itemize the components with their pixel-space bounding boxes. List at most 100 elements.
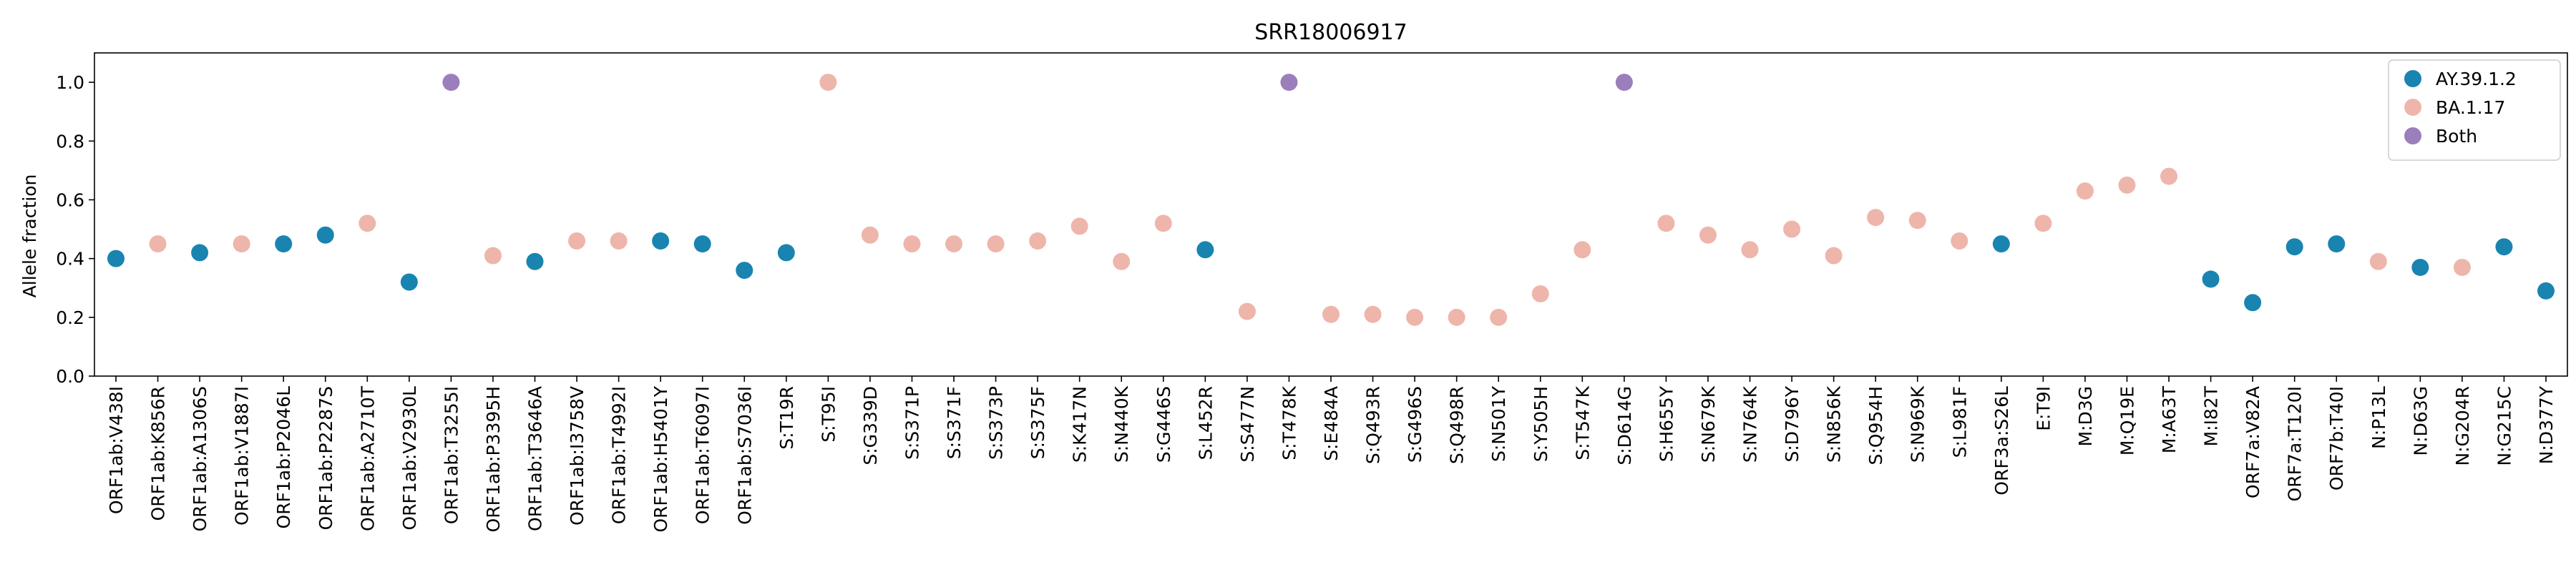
data-point	[693, 235, 711, 253]
x-tick-label: N:G215C	[2494, 386, 2514, 466]
data-point	[861, 226, 879, 244]
data-point	[945, 235, 963, 253]
data-point	[1908, 212, 1926, 230]
data-point	[1280, 74, 1298, 92]
y-tick-label: 0.2	[56, 307, 84, 328]
x-tick-label: ORF1ab:V438I	[106, 386, 127, 514]
data-point	[484, 247, 502, 265]
data-point	[191, 244, 209, 262]
x-tick-label: M:I82T	[2201, 385, 2222, 446]
legend-marker	[2404, 70, 2421, 87]
data-point	[1699, 226, 1717, 244]
x-tick-label: ORF1ab:P2287S	[316, 386, 336, 531]
y-tick-label: 0.6	[56, 189, 84, 210]
x-tick-label: S:S373P	[986, 386, 1007, 460]
data-point	[1448, 308, 1465, 326]
x-tick-label: N:P13L	[2368, 386, 2389, 449]
x-tick-label: ORF1ab:V2930L	[399, 386, 420, 531]
x-tick-label: S:S371F	[944, 386, 965, 459]
x-tick-label: ORF1ab:T4992I	[609, 386, 630, 524]
legend-label: Both	[2436, 126, 2477, 147]
x-axis: ORF1ab:V438I ORF1ab:K856R ORF1ab:A1306S ORF…	[106, 376, 2557, 533]
data-point	[1657, 214, 1675, 232]
x-tick-label: S:T95I	[818, 386, 839, 443]
x-tick-label: S:N679K	[1698, 385, 1719, 463]
x-tick-label: ORF1ab:P2046L	[273, 386, 294, 529]
data-point	[1825, 247, 1843, 265]
x-tick-label: M:Q19E	[2117, 386, 2137, 455]
x-tick-label: S:D614G	[1614, 386, 1635, 465]
legend: AY.39.1.2 BA.1.17 Both	[2388, 59, 2561, 161]
data-points	[107, 74, 2555, 326]
y-axis-label: Allele fraction	[19, 174, 40, 298]
data-point	[358, 214, 376, 232]
data-point	[2160, 167, 2178, 185]
x-tick-label: ORF7a:T120I	[2285, 386, 2306, 501]
x-tick-label: ORF1ab:A2710T	[357, 385, 378, 531]
x-tick-label: S:H655Y	[1656, 385, 1677, 462]
data-point	[1154, 214, 1172, 232]
x-tick-label: S:G339D	[860, 386, 881, 465]
x-tick-label: S:L452R	[1195, 386, 1216, 460]
data-point	[1951, 232, 1968, 250]
x-tick-label: ORF1ab:T3646A	[525, 386, 546, 531]
x-tick-label: ORF1ab:T3255I	[441, 386, 462, 524]
data-point	[2328, 235, 2346, 253]
x-tick-label: ORF7b:T40I	[2326, 386, 2347, 490]
y-axis: 0.0 0.2 0.4 0.6 0.8 1.0	[56, 72, 94, 387]
data-point	[275, 235, 293, 253]
data-point	[1741, 241, 1759, 259]
x-tick-label: S:N440K	[1111, 385, 1132, 463]
x-tick-label: S:T547K	[1572, 385, 1593, 460]
data-point	[233, 235, 250, 253]
x-tick-label: S:S371P	[902, 386, 922, 460]
data-point	[1992, 235, 2010, 253]
data-point	[1490, 308, 1508, 326]
x-tick-label: N:D63G	[2410, 386, 2431, 456]
x-tick-label: S:T478K	[1279, 385, 1299, 460]
x-tick-label: N:G204R	[2452, 386, 2473, 466]
x-tick-label: ORF1ab:P3395H	[483, 386, 504, 532]
x-tick-label: ORF1ab:K856R	[148, 386, 169, 521]
x-tick-label: S:S375F	[1028, 386, 1048, 459]
data-point	[1531, 285, 1549, 302]
y-tick-label: 1.0	[56, 72, 84, 93]
data-point	[2453, 258, 2471, 276]
data-point	[777, 244, 795, 262]
data-point	[2034, 214, 2052, 232]
x-tick-label: S:E484A	[1321, 386, 1342, 461]
data-point	[2076, 182, 2094, 200]
y-tick-label: 0.8	[56, 131, 84, 152]
data-point	[987, 235, 1005, 253]
data-point	[1322, 305, 1340, 323]
data-point	[2537, 282, 2555, 300]
chart-title: SRR18006917	[1254, 20, 1407, 45]
x-tick-label: S:G496S	[1405, 386, 1425, 463]
data-point	[2202, 270, 2220, 288]
data-point	[610, 232, 628, 250]
x-tick-label: ORF1ab:A1306S	[190, 386, 210, 532]
y-tick-label: 0.4	[56, 249, 84, 270]
data-point	[1029, 232, 1047, 250]
data-point	[149, 235, 167, 253]
x-tick-label: ORF1ab:S7036I	[734, 386, 755, 525]
data-point	[2285, 238, 2303, 256]
x-tick-label: S:N764K	[1740, 385, 1761, 463]
x-tick-label: S:S477N	[1237, 386, 1258, 463]
data-point	[652, 232, 670, 250]
data-point	[903, 235, 921, 253]
x-tick-label: S:D796Y	[1782, 385, 1802, 462]
x-tick-label: S:Y505H	[1531, 386, 1551, 462]
x-tick-label: S:Q498R	[1447, 386, 1468, 464]
legend-box	[2388, 59, 2561, 161]
data-point	[2495, 238, 2513, 256]
data-point	[1113, 252, 1131, 270]
legend-label: BA.1.17	[2436, 97, 2505, 118]
x-tick-label: S:N501Y	[1488, 385, 1509, 462]
data-point	[819, 74, 837, 92]
data-point	[107, 250, 125, 267]
data-point	[2118, 176, 2136, 194]
x-tick-label: S:L981F	[1949, 386, 1970, 458]
x-tick-label: S:K417N	[1070, 386, 1091, 463]
